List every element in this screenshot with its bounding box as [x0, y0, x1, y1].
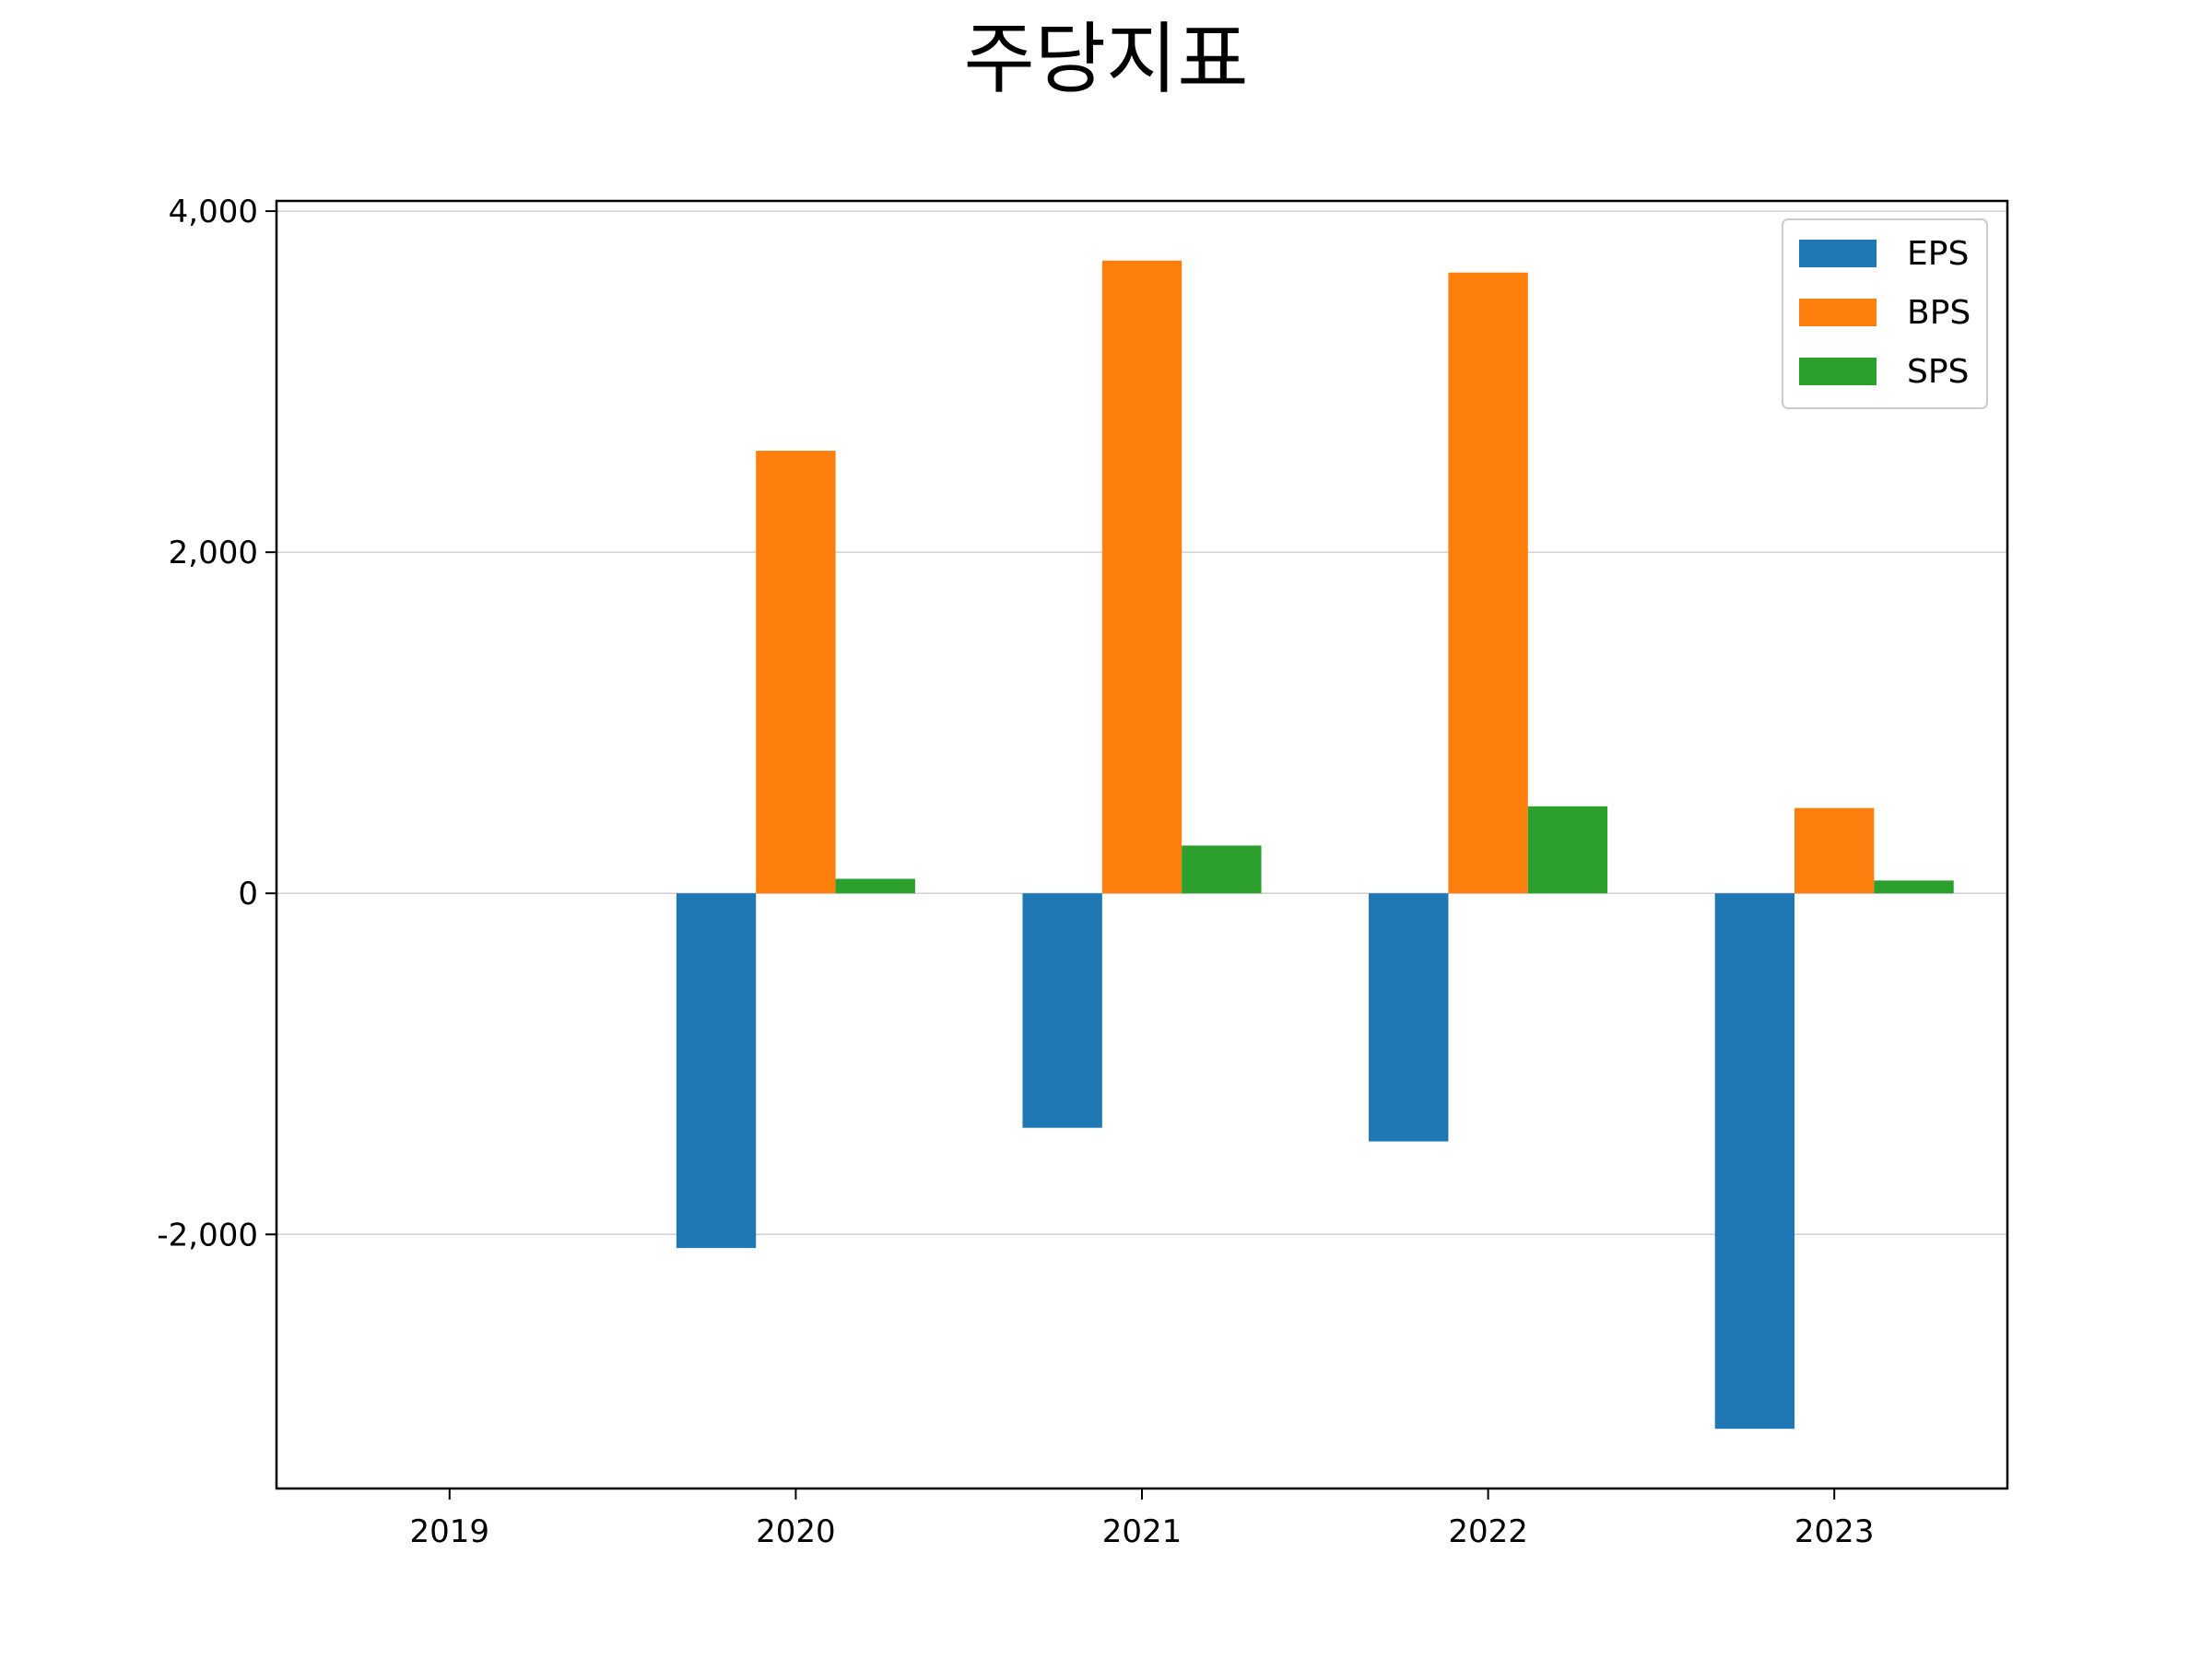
bar-eps-2021	[1022, 893, 1102, 1128]
bar-sps-2022	[1527, 806, 1608, 894]
bar-sps-2020	[835, 878, 915, 894]
legend-label-sps: SPS	[1907, 353, 1969, 391]
legend-label-eps: EPS	[1907, 235, 1969, 273]
bar-sps-2021	[1182, 845, 1262, 894]
axis-layer: -2,000 0 2,000 4,000 2019 2020 2021 2022 2023	[157, 194, 1874, 1550]
legend-layer: EPS BPS SPS	[1782, 218, 1988, 409]
bars-layer	[676, 260, 1954, 1430]
x-tick-label: 2021	[1102, 1513, 1182, 1550]
bar-bps-2021	[1101, 260, 1182, 894]
bar-bps-2020	[756, 451, 836, 894]
bar-sps-2023	[1874, 880, 1954, 894]
bar-eps-2022	[1369, 893, 1449, 1142]
legend-swatch-bps	[1799, 299, 1877, 326]
bar-bps-2023	[1794, 807, 1875, 894]
x-tick-label: 2019	[410, 1513, 490, 1550]
chart-title: 주당지표	[963, 14, 1249, 104]
x-tick-label: 2023	[1794, 1513, 1875, 1550]
x-tick-label: 2020	[756, 1513, 836, 1550]
legend-swatch-sps	[1799, 358, 1877, 385]
x-tick-label: 2022	[1448, 1513, 1528, 1550]
y-tick-label: 0	[238, 876, 258, 912]
bar-bps-2022	[1448, 272, 1528, 894]
y-tick-label: 2,000	[169, 535, 258, 571]
y-tick-label: 4,000	[169, 194, 258, 230]
y-tick-label: -2,000	[157, 1217, 258, 1253]
bar-eps-2020	[676, 893, 757, 1249]
legend-swatch-eps	[1799, 240, 1877, 267]
bar-eps-2023	[1714, 893, 1795, 1430]
legend-label-bps: BPS	[1907, 294, 1971, 332]
